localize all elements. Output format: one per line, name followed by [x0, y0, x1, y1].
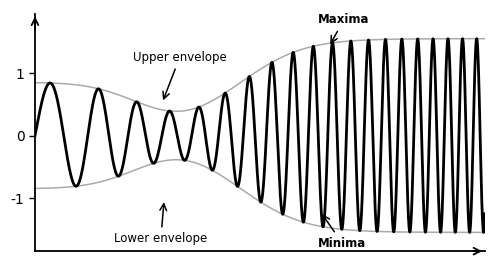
- Text: Maxima: Maxima: [318, 13, 370, 43]
- Text: Upper envelope: Upper envelope: [133, 51, 226, 99]
- Text: Lower envelope: Lower envelope: [114, 204, 208, 245]
- Text: Minima: Minima: [318, 215, 366, 250]
